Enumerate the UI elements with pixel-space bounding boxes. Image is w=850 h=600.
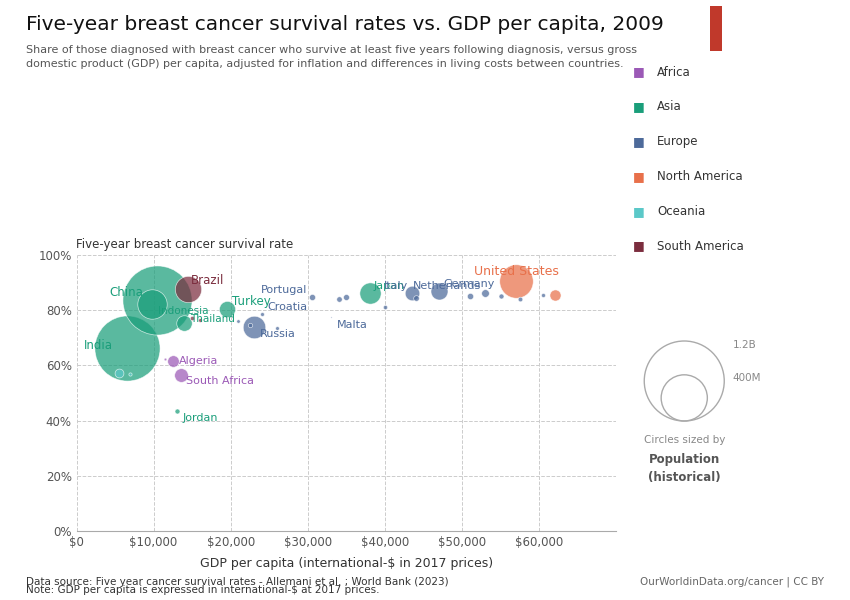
Text: Algeria: Algeria	[178, 356, 218, 366]
Text: ■: ■	[633, 239, 645, 253]
Text: Malta: Malta	[337, 320, 367, 331]
Text: Thailand: Thailand	[190, 314, 235, 324]
Point	[255, 309, 269, 319]
Text: Oceania: Oceania	[657, 205, 706, 218]
Text: China: China	[110, 286, 144, 299]
Point	[363, 288, 377, 298]
Point	[378, 302, 392, 312]
Text: Data source: Five year cancer survival rates - Allemani et al. ; World Bank (202: Data source: Five year cancer survival r…	[26, 577, 448, 587]
Text: Europe: Europe	[657, 135, 699, 148]
Point	[432, 287, 445, 296]
Point	[479, 288, 492, 298]
Text: OurWorldinData.org/cancer | CC BY: OurWorldinData.org/cancer | CC BY	[641, 576, 824, 587]
Point	[463, 292, 477, 301]
Text: ■: ■	[633, 100, 645, 113]
Point	[166, 356, 179, 366]
Text: Asia: Asia	[657, 100, 682, 113]
Point	[513, 295, 527, 304]
Point	[220, 304, 234, 314]
Point	[173, 370, 187, 379]
Text: Turkey: Turkey	[232, 295, 271, 308]
Text: Africa: Africa	[657, 65, 691, 79]
Point	[158, 353, 172, 363]
Text: Five-year breast cancer survival rates vs. GDP per capita, 2009: Five-year breast cancer survival rates v…	[26, 15, 663, 34]
Text: Five-year breast cancer survival rate: Five-year breast cancer survival rate	[76, 238, 294, 251]
Text: South Africa: South Africa	[186, 376, 254, 386]
Text: Population: Population	[649, 453, 720, 466]
Text: Netherlands: Netherlands	[413, 281, 481, 291]
Point	[150, 295, 164, 305]
Text: ■: ■	[633, 135, 645, 148]
Point	[409, 293, 422, 302]
Point	[324, 312, 337, 322]
Text: ■: ■	[633, 170, 645, 183]
Text: Brazil: Brazil	[191, 274, 224, 287]
Text: Croatia: Croatia	[267, 302, 307, 311]
Text: Circles sized by: Circles sized by	[643, 435, 725, 445]
Point	[123, 369, 137, 379]
Point	[405, 288, 419, 298]
Point	[182, 284, 196, 294]
Point	[185, 313, 199, 322]
Text: (historical): (historical)	[648, 471, 721, 484]
Text: Note: GDP per capita is expressed in international-$ at 2017 prices.: Note: GDP per capita is expressed in int…	[26, 585, 379, 595]
Point	[339, 292, 354, 302]
Text: Jordan: Jordan	[182, 413, 218, 423]
Point	[170, 406, 184, 416]
Point	[247, 323, 261, 332]
Point	[112, 368, 126, 377]
Point	[332, 295, 345, 304]
Text: Germany: Germany	[443, 280, 495, 289]
Point	[547, 290, 561, 300]
Text: Our World: Our World	[749, 16, 808, 26]
Text: ■: ■	[633, 205, 645, 218]
Point	[145, 299, 159, 309]
Text: Japan: Japan	[374, 281, 405, 291]
Text: Indonesia: Indonesia	[157, 306, 208, 316]
Point	[536, 290, 550, 300]
Point	[494, 291, 507, 301]
Point	[178, 319, 191, 328]
Text: Share of those diagnosed with breast cancer who survive at least five years foll: Share of those diagnosed with breast can…	[26, 45, 637, 68]
Point	[243, 320, 257, 329]
Text: United States: United States	[473, 265, 558, 278]
Text: Portugal: Portugal	[261, 285, 308, 295]
Text: 400M: 400M	[733, 373, 762, 383]
X-axis label: GDP per capita (international-$ in 2017 prices): GDP per capita (international-$ in 2017 …	[200, 557, 493, 570]
Point	[193, 316, 207, 325]
Point	[120, 343, 133, 353]
Text: India: India	[84, 339, 113, 352]
Text: ■: ■	[633, 65, 645, 79]
Point	[270, 323, 284, 333]
Text: Russia: Russia	[259, 329, 295, 339]
Text: Italy: Italy	[383, 281, 408, 291]
Text: in Data: in Data	[757, 32, 800, 43]
Text: South America: South America	[657, 239, 744, 253]
Point	[509, 276, 523, 286]
Bar	[710, 6, 722, 51]
Point	[231, 316, 245, 325]
Text: 1.2B: 1.2B	[733, 340, 757, 350]
Point	[305, 292, 319, 302]
Text: North America: North America	[657, 170, 743, 183]
